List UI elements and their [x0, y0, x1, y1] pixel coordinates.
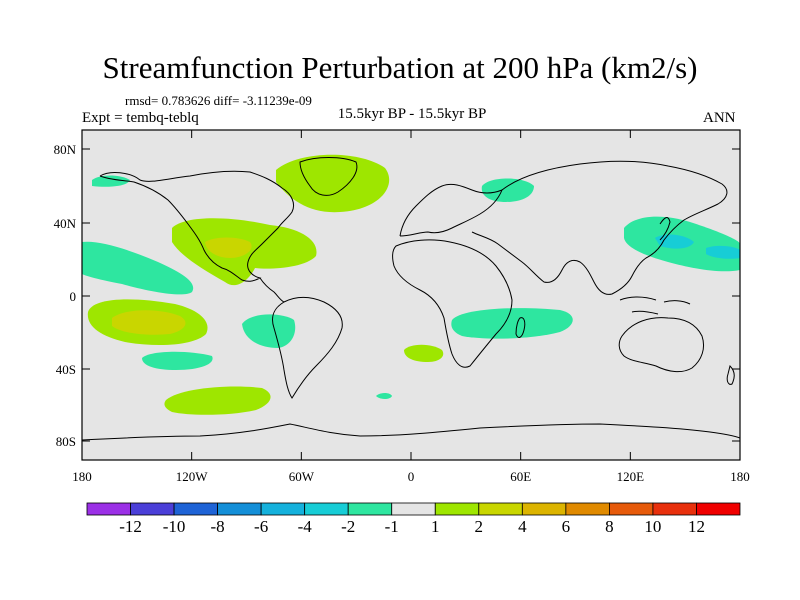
- lon-label: 60W: [289, 469, 315, 484]
- coastline-antarctica: [82, 423, 740, 441]
- colorbar-label: -6: [254, 517, 269, 536]
- colorbar-label: 12: [687, 517, 705, 536]
- lon-label: 180: [72, 469, 92, 484]
- colorbar-label: -8: [210, 517, 225, 536]
- lat-label: 40N: [54, 216, 77, 231]
- coastline-maritime-continent: [619, 296, 691, 315]
- colorbar-swatch: [304, 502, 349, 516]
- period-label: 15.5kyr BP - 15.5kyr BP: [337, 106, 487, 122]
- colorbar-swatch: [434, 502, 480, 516]
- colorbar-swatch: [130, 502, 175, 516]
- colorbar-label: 10: [644, 517, 662, 536]
- colorbar-swatch: [86, 502, 131, 516]
- coastline-greenland: [299, 157, 358, 196]
- positive-anomaly-southern-ocean: [164, 386, 271, 415]
- coastline-north-america: [99, 170, 295, 282]
- lon-label: 120W: [176, 469, 209, 484]
- coastline-asia: [471, 160, 728, 295]
- season-label: ANN: [703, 110, 736, 126]
- colorbar-swatch: [696, 502, 741, 516]
- longitude-axis: 180 120W 60W 0 60E 120E 180: [72, 130, 750, 484]
- lon-label: 120E: [617, 469, 645, 484]
- stats-line: rmsd= 0.783626 diff= -3.11239e-09: [125, 93, 312, 108]
- coastline-central-america: [259, 277, 285, 303]
- latitude-axis: 80N 40N 0 40S 80S: [54, 142, 740, 449]
- colorbar-swatch: [260, 502, 306, 516]
- colorbar-swatch: [609, 502, 654, 516]
- negative-anomaly-pacific-edge: [92, 175, 130, 187]
- colorbar: [86, 502, 741, 516]
- coastline-japan: [659, 217, 671, 241]
- lon-label: 180: [730, 469, 750, 484]
- colorbar-label: 8: [605, 517, 614, 536]
- lat-label: 0: [70, 289, 77, 304]
- coastline-madagascar: [515, 317, 526, 338]
- positive-anomaly-gulf-core: [205, 237, 252, 258]
- colorbar-label: 4: [518, 517, 527, 536]
- experiment-label: Expt = tembq-teblq: [82, 110, 199, 126]
- lat-label: 80N: [54, 142, 77, 157]
- negative-anomaly-tropical-pacific: [142, 351, 213, 370]
- positive-anomaly-south-atlantic: [404, 344, 444, 362]
- lat-label: 40S: [56, 362, 76, 377]
- lon-label: 0: [408, 469, 415, 484]
- lon-label: 60E: [510, 469, 531, 484]
- colorbar-swatch: [173, 502, 218, 516]
- colorbar-label: 2: [474, 517, 484, 536]
- map-title: Streamfunction Perturbation at 200 hPa (…: [102, 50, 698, 85]
- coastline-australia: [618, 317, 705, 373]
- colorbar-swatch: [347, 502, 393, 516]
- colorbar-label: -2: [341, 517, 356, 536]
- coastlines: [82, 157, 740, 441]
- colorbar-label: -1: [384, 517, 399, 536]
- coastline-africa: [392, 239, 513, 368]
- negative-anomaly-south-atlantic-small: [376, 393, 392, 399]
- negative-anomaly-south-america: [242, 314, 296, 348]
- colorbar-swatch: [565, 502, 610, 516]
- colorbar-swatch: [217, 502, 262, 516]
- colorbar-swatch: [652, 502, 697, 516]
- colorbar-label: -4: [297, 517, 312, 536]
- colorbar-label: 1: [431, 517, 440, 536]
- colorbar-label: -10: [162, 517, 186, 536]
- negative-anomaly-north-pacific: [82, 241, 194, 295]
- colorbar-swatch: [391, 502, 436, 516]
- positive-anomaly-south-pacific-core: [112, 310, 186, 335]
- positive-anomaly-north-atlantic: [276, 154, 390, 213]
- anomaly-contours: [82, 154, 740, 441]
- coastline-new-zealand: [726, 365, 735, 385]
- lat-label: 80S: [56, 434, 76, 449]
- colorbar-swatch: [478, 502, 523, 516]
- negative-anomaly-north-atlantic-east: [481, 178, 534, 202]
- negative-anomaly-west-pacific-core: [655, 234, 694, 249]
- coastline-south-america: [271, 297, 343, 399]
- negative-anomaly-indian-ocean: [451, 308, 573, 339]
- negative-anomaly-west-pacific-east: [706, 245, 740, 259]
- colorbar-label: 6: [561, 517, 571, 536]
- colorbar-label: -12: [119, 517, 142, 536]
- colorbar-swatch: [521, 502, 567, 516]
